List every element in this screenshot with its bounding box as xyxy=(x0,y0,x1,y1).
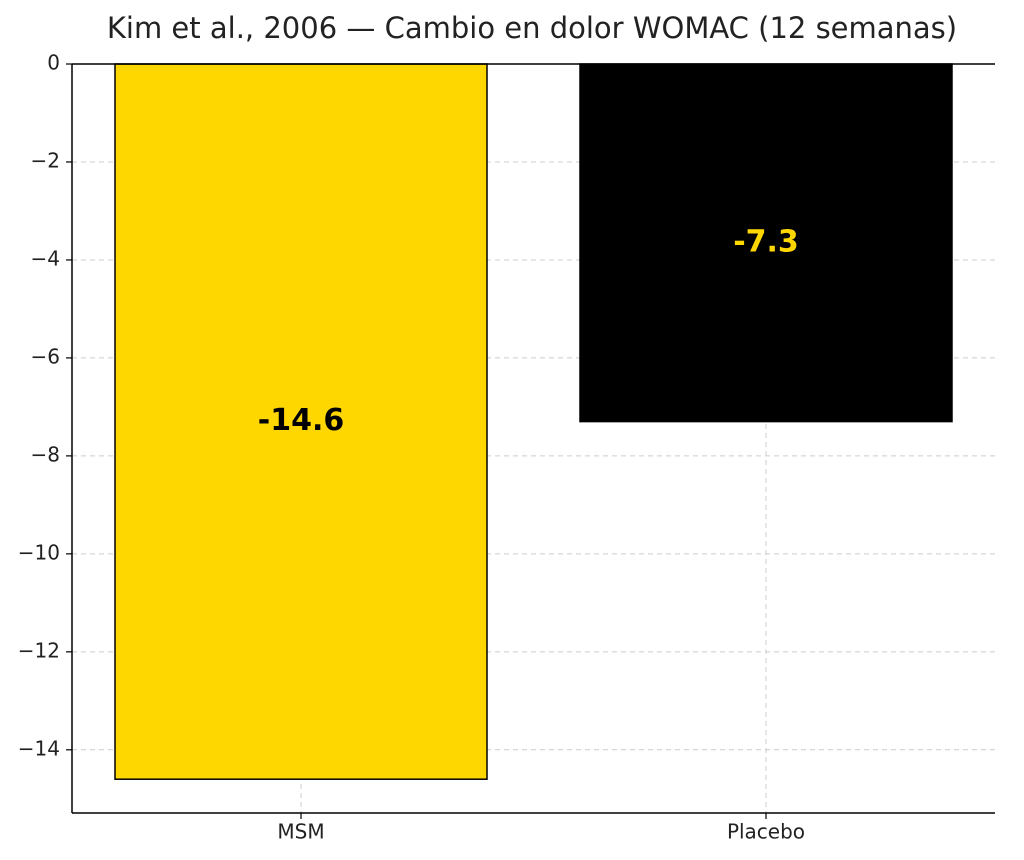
y-tick-label: 0 xyxy=(47,51,60,75)
y-tick-label: −10 xyxy=(18,540,60,564)
x-tick-label: Placebo xyxy=(727,820,805,844)
y-tick-label: −2 xyxy=(31,148,60,172)
bar xyxy=(579,63,953,423)
value-label: -7.3 xyxy=(733,224,799,259)
chart-title: Kim et al., 2006 — Cambio en dolor WOMAC… xyxy=(107,11,957,45)
y-tick-label: −6 xyxy=(31,344,60,368)
y-tick-label: −14 xyxy=(18,736,60,760)
y-tick-label: −8 xyxy=(31,442,60,466)
x-tick-label: MSM xyxy=(277,820,324,844)
bar xyxy=(114,63,488,780)
y-tick-label: −4 xyxy=(31,246,60,270)
value-label: -14.6 xyxy=(258,403,344,438)
y-tick-label: −12 xyxy=(18,638,60,662)
